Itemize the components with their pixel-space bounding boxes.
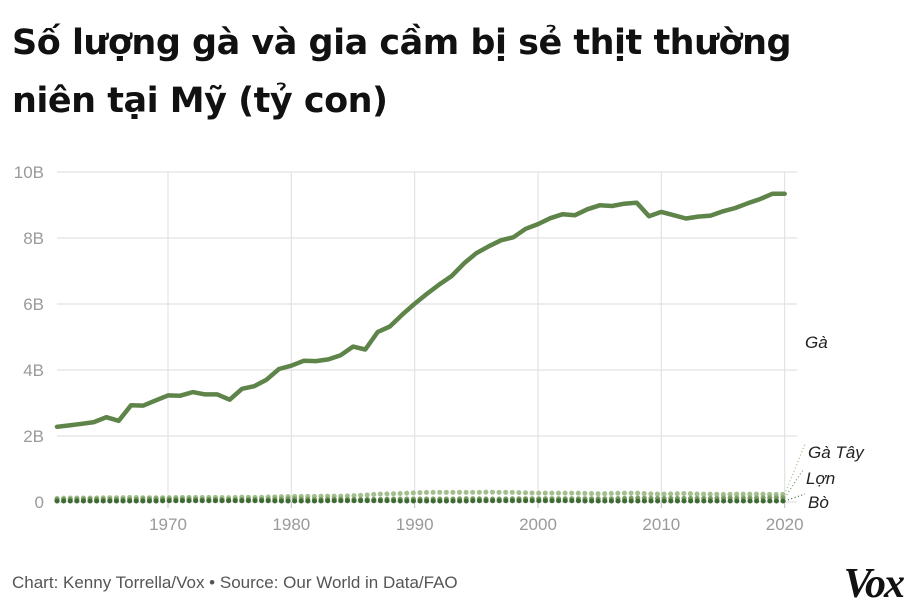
source-footer: Chart: Kenny Torrella/Vox • Source: Our … xyxy=(12,573,458,592)
series-layer xyxy=(54,191,788,504)
x-tick-label: 2020 xyxy=(766,515,804,530)
y-tick-label: 2B xyxy=(23,427,44,446)
grid-layer: 0 2B 4B 6B 8B 10B 1970 1980 1990 2000 2010 2020 xyxy=(14,163,804,530)
label-leader xyxy=(784,469,804,499)
chart-title-line-2: niên tại Mỹ (tỷ con) xyxy=(12,81,388,121)
series-line-Gà Tây xyxy=(54,489,788,501)
x-tick-label: 2000 xyxy=(519,515,557,530)
label-leader xyxy=(784,443,806,495)
series-label: Gà xyxy=(805,333,828,352)
y-tick-label: 10B xyxy=(14,163,44,182)
series-label: Bò xyxy=(808,493,829,512)
leader-layer xyxy=(784,443,806,502)
chart-title-line-1: Số lượng gà và gia cầm bị sẻ thịt thường xyxy=(12,23,792,63)
label-layer: Gà Gà Tây Lợn Bò xyxy=(805,333,865,512)
series-line-Gà xyxy=(54,191,787,430)
x-tick-label: 1970 xyxy=(149,515,187,530)
y-tick-label: 6B xyxy=(23,295,44,314)
vox-logo: Vox xyxy=(843,561,905,607)
series-label: Lợn xyxy=(806,469,835,488)
y-tick-label: 0 xyxy=(35,493,44,512)
x-tick-label: 1990 xyxy=(396,515,434,530)
x-tick-label: 1980 xyxy=(272,515,310,530)
x-tick-label: 2010 xyxy=(642,515,680,530)
y-tick-label: 8B xyxy=(23,229,44,248)
series-label: Gà Tây xyxy=(808,443,865,462)
y-tick-label: 4B xyxy=(23,361,44,380)
chart-title: Số lượng gà và gia cầm bị sẻ thịt thường… xyxy=(12,14,902,130)
label-leader xyxy=(784,493,806,502)
